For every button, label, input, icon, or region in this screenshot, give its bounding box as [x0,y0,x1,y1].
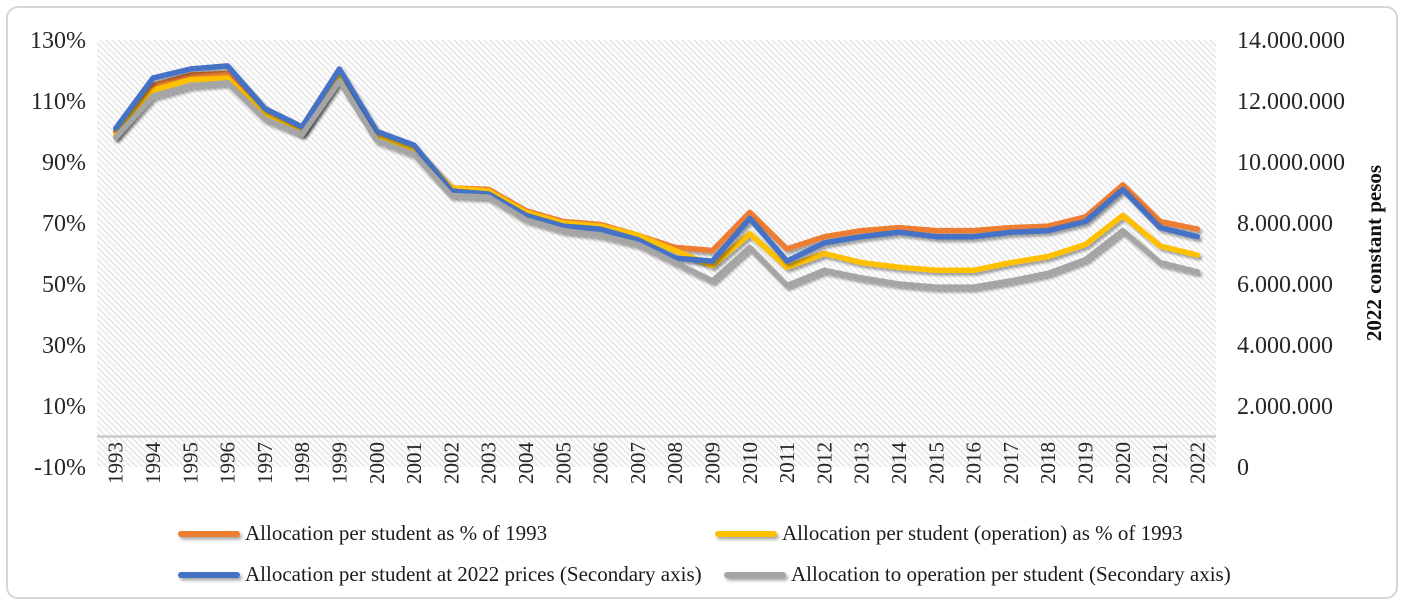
x-axis-year-label: 2012 [812,442,836,484]
x-axis-year-label: 2018 [1036,442,1060,484]
x-axis-year-label: 1996 [216,442,240,484]
x-axis-year-label: 2008 [663,442,687,484]
legend-swatch-yellow [715,530,777,537]
x-axis-year-label: 2006 [589,442,613,484]
series-line-2 [112,63,1201,264]
x-axis-year-label: 2005 [551,442,575,484]
y-axis-left-tick-label: 10% [42,394,86,420]
legend-label: Allocation per student as % of 1993 [245,521,548,545]
legend-label: Allocation to operation per student (Sec… [791,562,1231,586]
x-axis-year-label: 2014 [887,442,911,485]
x-axis-year-label: 2011 [775,442,799,483]
x-axis-year-label: 2015 [924,442,948,484]
series-line-3 [112,78,1201,290]
x-axis-year-label: 2020 [1111,442,1135,484]
x-axis-year-label: 2013 [850,442,874,484]
y-axis-left-tick-label: -10% [34,455,86,481]
y-axis-right-tick-label: 14.000.000 [1237,28,1345,54]
y-axis-left-tick-label: 130% [30,28,86,54]
legend-swatch-blue [178,571,240,578]
legend-item-allocation-per-student: Allocation per student as % of 1993 [178,521,547,546]
x-axis-year-label: 2009 [700,442,724,484]
secondary-axis-title: 2022 constant pesos [1362,164,1386,342]
y-axis-right-tick-label: 6.000.000 [1237,272,1333,298]
x-axis-year-label: 1997 [253,442,277,484]
y-axis-left-tick-label: 70% [42,211,86,237]
y-axis-left-tick-label: 30% [42,333,86,359]
x-axis-year-label: 2001 [402,442,426,484]
x-axis-year-label: 1994 [141,442,165,485]
x-axis-year-label: 2007 [626,442,650,484]
legend-swatch-gray [724,571,786,578]
x-axis-year-label: 1995 [178,442,202,484]
legend-swatch-orange [178,530,240,537]
plot-area: 130% 110% 90% 70% 50% 30% 10% -10% 14.000.000 12.… [30,28,1345,484]
x-axis-year-label: 1999 [327,442,351,484]
legend-item-allocation-operation-pct: Allocation per student (operation) as % … [715,521,1183,546]
x-axis-year-label: 2017 [999,442,1023,484]
y-axis-right-tick-label: 10.000.000 [1237,150,1345,176]
legend-item-allocation-2022-prices: Allocation per student at 2022 prices (S… [178,562,702,587]
y-axis-left-tick-label: 50% [42,272,86,298]
x-axis-year-label: 2004 [514,442,538,485]
x-axis-year-label: 2019 [1073,442,1097,484]
y-axis-right-tick-label: 2.000.000 [1237,394,1333,420]
y-axis-right-tick-label: 0 [1237,455,1249,481]
x-axis-year-label: 2000 [365,442,389,484]
x-axis-year-label: 2022 [1185,442,1209,484]
y-axis-right-tick-label: 4.000.000 [1237,333,1333,359]
y-axis-left-tick-label: 110% [31,89,86,115]
x-axis-year-label: 1993 [104,442,128,484]
y-axis-right-tick-label: 8.000.000 [1237,211,1333,237]
legend-label: Allocation per student at 2022 prices (S… [245,562,702,586]
y-axis-left-tick-label: 90% [42,150,86,176]
x-axis-year-label: 2021 [1148,442,1172,484]
x-axis-year-label: 2016 [962,442,986,484]
x-axis-year-label: 2003 [477,442,501,484]
x-axis-year-label: 2010 [738,442,762,484]
x-axis-year-label: 1998 [290,442,314,484]
y-axis-right-tick-label: 12.000.000 [1237,89,1345,115]
x-axis-year-label: 2002 [439,442,463,484]
legend-label: Allocation per student (operation) as % … [782,521,1183,545]
legend-item-allocation-operation-pesos: Allocation to operation per student (Sec… [724,562,1231,587]
